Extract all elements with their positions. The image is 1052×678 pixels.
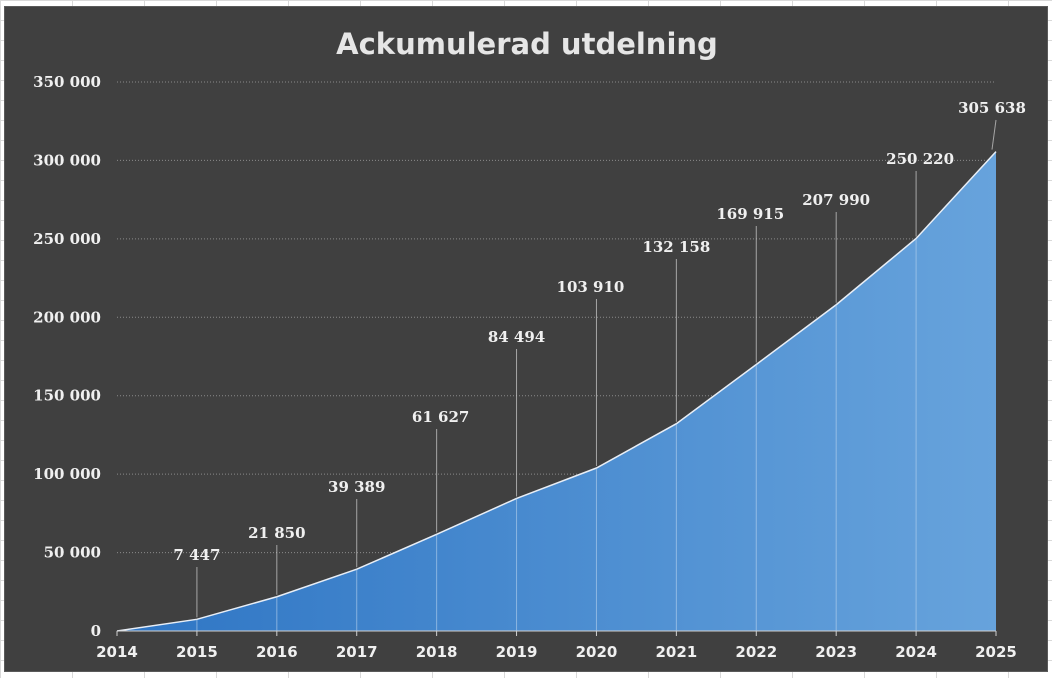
x-tick-label: 2023 <box>815 643 857 661</box>
y-tick-label: 150 000 <box>33 387 101 405</box>
x-tick-label: 2024 <box>895 643 937 661</box>
chart-title: Ackumulerad utdelning <box>336 27 718 61</box>
y-tick-label: 250 000 <box>33 230 101 248</box>
y-tick-label: 50 000 <box>44 544 101 562</box>
data-label: 132 158 <box>642 238 710 256</box>
y-tick-label: 0 <box>91 622 101 640</box>
x-tick-label: 2017 <box>336 643 378 661</box>
data-label-leader <box>991 119 997 150</box>
data-label: 61 627 <box>412 408 469 426</box>
x-tick-label: 2016 <box>256 643 298 661</box>
data-label: 39 389 <box>328 478 385 496</box>
x-tick-label: 2020 <box>576 643 618 661</box>
data-label: 305 638 <box>958 99 1026 117</box>
data-label: 84 494 <box>488 328 545 346</box>
y-tick-label: 350 000 <box>33 73 101 91</box>
x-tick-label: 2014 <box>96 643 138 661</box>
chart-area[interactable]: Ackumulerad utdelning 0 50 000 100 000 150 … <box>4 6 1048 672</box>
data-label: 250 220 <box>886 150 954 168</box>
y-tick-label: 200 000 <box>33 308 101 326</box>
area-outline <box>116 151 997 632</box>
data-label: 21 850 <box>248 524 305 542</box>
x-tick-label: 2021 <box>655 643 697 661</box>
y-tick-label: 100 000 <box>33 465 101 483</box>
x-tick-label: 2025 <box>975 643 1017 661</box>
data-label: 207 990 <box>802 191 870 209</box>
data-label: 7 447 <box>173 546 220 564</box>
area-series <box>117 151 996 631</box>
data-label: 103 910 <box>557 278 625 296</box>
data-label: 169 915 <box>716 205 784 223</box>
x-tick-label: 2015 <box>176 643 218 661</box>
chart-plot: 0 50 000 100 000 150 000 200 000 250 000 300 0… <box>33 73 1026 661</box>
x-tick-label: 2022 <box>735 643 777 661</box>
x-tick-label: 2019 <box>496 643 538 661</box>
x-tick-label: 2018 <box>416 643 458 661</box>
y-tick-label: 300 000 <box>33 151 101 169</box>
